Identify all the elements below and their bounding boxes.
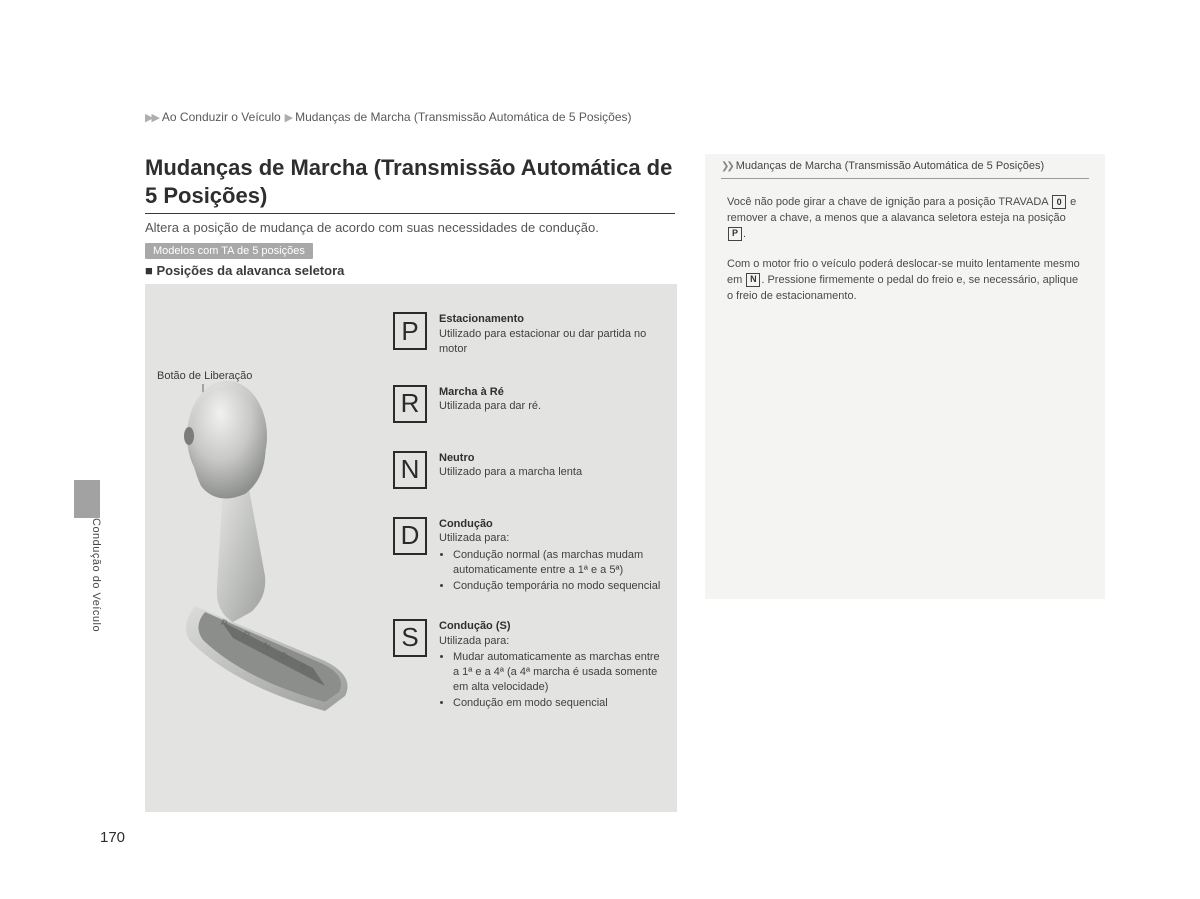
position-row-r: R Marcha à Ré Utilizada para dar ré. bbox=[393, 385, 663, 423]
model-badge: Modelos com TA de 5 posições bbox=[145, 243, 313, 259]
key-0-icon: 0 bbox=[1052, 195, 1066, 209]
position-letter: R bbox=[393, 385, 427, 423]
position-letter: D bbox=[393, 517, 427, 555]
position-row-p: P Estacionamento Utilizado para estacion… bbox=[393, 312, 663, 357]
note-text: . bbox=[743, 228, 746, 240]
page-content: ▶▶ Ao Conduzir o Veículo ▶ Mudanças de M… bbox=[145, 110, 1105, 812]
title-rule bbox=[145, 213, 675, 214]
position-desc: Utilizada para dar ré. bbox=[439, 400, 541, 412]
position-bullet: Condução em modo sequencial bbox=[453, 696, 663, 711]
section-tab bbox=[74, 480, 100, 518]
shift-lever-icon bbox=[175, 376, 385, 716]
position-row-d: D Condução Utilizada para: Condução norm… bbox=[393, 517, 663, 595]
note-text: . Pressione firmemente o pedal do freio … bbox=[727, 274, 1078, 302]
position-bullet: Mudar automaticamente as marchas entre a… bbox=[453, 650, 663, 695]
position-title: Marcha à Ré bbox=[439, 386, 504, 398]
breadcrumb: ▶▶ Ao Conduzir o Veículo ▶ Mudanças de M… bbox=[145, 110, 1105, 124]
key-n-icon: N bbox=[746, 273, 760, 287]
key-p-icon: P bbox=[728, 227, 742, 241]
section-subhead: Posições da alavanca seletora bbox=[145, 263, 677, 278]
position-title: Neutro bbox=[439, 452, 474, 464]
main-column: Mudanças de Marcha (Transmissão Automáti… bbox=[145, 154, 677, 812]
sidebar-note-2: Com o motor frio o veículo poderá desloc… bbox=[721, 257, 1089, 319]
position-title: Condução bbox=[439, 518, 493, 530]
position-title: Estacionamento bbox=[439, 313, 524, 325]
sidebar-note-1: Você não pode girar a chave de ignição p… bbox=[721, 195, 1089, 257]
position-letter: P bbox=[393, 312, 427, 350]
position-desc: Utilizada para: bbox=[439, 635, 509, 647]
page-number: 170 bbox=[100, 829, 125, 846]
position-letter: S bbox=[393, 619, 427, 657]
page-title: Mudanças de Marcha (Transmissão Automáti… bbox=[145, 154, 675, 209]
position-letter: N bbox=[393, 451, 427, 489]
position-desc: Utilizado para estacionar ou dar partida… bbox=[439, 328, 646, 355]
position-title: Condução (S) bbox=[439, 620, 511, 632]
section-tab-label: Condução do Veículo bbox=[90, 518, 102, 632]
subtitle: Altera a posição de mudança de acordo co… bbox=[145, 220, 677, 235]
chevron-icon: ▶ bbox=[285, 111, 291, 124]
breadcrumb-seg-2: Mudanças de Marcha (Transmissão Automáti… bbox=[295, 110, 631, 124]
position-desc: Utilizada para: bbox=[439, 532, 509, 544]
position-desc: Utilizado para a marcha lenta bbox=[439, 466, 582, 478]
chevron-icon: ▶▶ bbox=[145, 111, 158, 124]
position-list: P Estacionamento Utilizado para estacion… bbox=[393, 312, 663, 740]
shift-lever-diagram: Botão de Liberação bbox=[145, 284, 677, 812]
position-row-n: N Neutro Utilizado para a marcha lenta bbox=[393, 451, 663, 489]
notes-sidebar: ❯❯ Mudanças de Marcha (Transmissão Autom… bbox=[705, 154, 1105, 599]
position-row-s: S Condução (S) Utilizada para: Mudar aut… bbox=[393, 619, 663, 712]
breadcrumb-seg-1: Ao Conduzir o Veículo bbox=[162, 110, 281, 124]
position-bullet: Condução normal (as marchas mudam automa… bbox=[453, 548, 663, 578]
position-bullet: Condução temporária no modo sequencial bbox=[453, 579, 663, 594]
sidebar-heading: Mudanças de Marcha (Transmissão Automáti… bbox=[736, 159, 1044, 175]
double-chevron-icon: ❯❯ bbox=[721, 160, 732, 175]
note-text: Você não pode girar a chave de ignição p… bbox=[727, 196, 1048, 208]
